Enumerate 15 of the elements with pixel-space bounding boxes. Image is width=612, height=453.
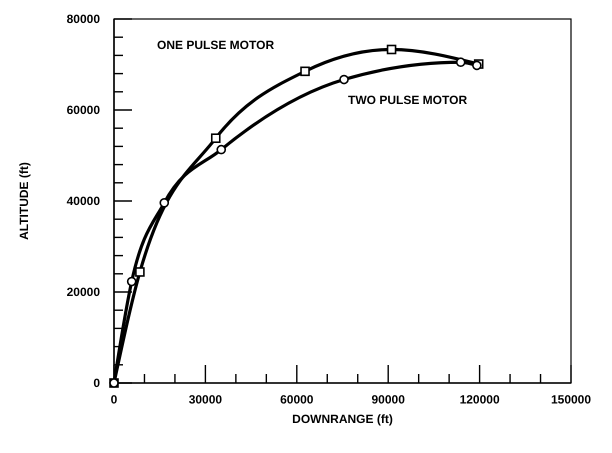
text: ONE PULSE MOTOR [157, 38, 274, 52]
x-axis-title: DOWNRANGE (ft) [292, 412, 393, 426]
x-tick-label: 150000 [550, 392, 592, 407]
y-tick-label: 60000 [66, 102, 100, 117]
y-tick-label: 0 [93, 376, 100, 390]
x-tick-label: 90000 [372, 392, 406, 407]
x-tick-label: 60000 [280, 392, 314, 407]
x-tick-label: 0 [110, 392, 118, 407]
x-tick-label: 30000 [188, 392, 222, 407]
y-tick-label: 80000 [66, 12, 100, 26]
y-axis-title: ALTITUDE (ft) [17, 162, 31, 240]
y-tick-label: 20000 [66, 284, 100, 299]
x-tick-label: 120000 [460, 392, 500, 407]
y-tick-label: 40000 [66, 194, 100, 208]
series-label: TWO PULSE MOTOR [348, 93, 468, 107]
